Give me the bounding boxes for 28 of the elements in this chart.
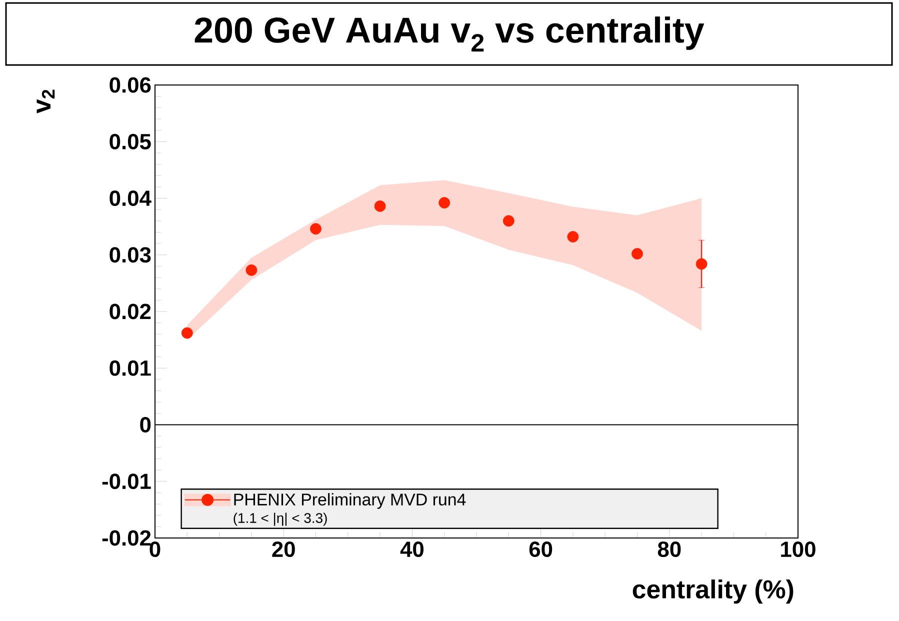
y-tick-label: 0.06	[110, 77, 151, 93]
x-axis-title: centrality (%)	[632, 580, 794, 604]
y-tick-label: -0.01	[102, 474, 151, 490]
point	[374, 200, 386, 212]
point	[310, 223, 322, 235]
y-tick-label: 0.01	[110, 360, 151, 376]
x-tick-label: 100	[781, 542, 816, 558]
y-tick-label: 0	[140, 416, 151, 433]
point	[696, 258, 708, 270]
x-tick-label: 80	[658, 542, 681, 558]
y-tick-label: -0.02	[102, 530, 151, 546]
point	[567, 231, 579, 242]
x-tick-label: 40	[400, 542, 424, 558]
point	[181, 327, 193, 339]
point	[632, 248, 643, 260]
x-tick-label: 20	[272, 542, 295, 558]
point	[246, 264, 258, 276]
y-axis-title: v$_{2}$	[36, 90, 55, 114]
x-tick-label: 60	[529, 542, 552, 558]
annotation: (1.1 < |η| < 3.3)	[234, 512, 327, 526]
legend-label: PHENIX Preliminary MVD run4	[234, 493, 466, 509]
chart-title: 200 GeV AuAu v$_{2}$ vs centrality	[194, 16, 704, 52]
y-tick-label: 0.02	[110, 304, 151, 320]
point	[502, 215, 514, 227]
y-tick-label: 0.05	[110, 134, 151, 150]
y-tick-label: 0.03	[110, 247, 151, 263]
point	[438, 197, 450, 208]
y-tick-label: 0.04	[110, 190, 152, 206]
